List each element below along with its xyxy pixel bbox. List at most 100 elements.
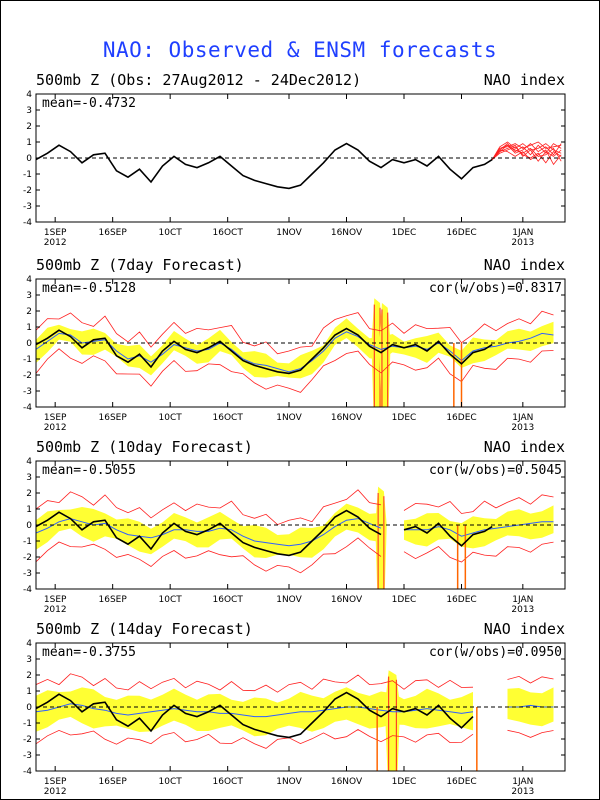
x-tick-label: 16OCT	[213, 228, 244, 238]
x-tick-label: 1DEC	[392, 777, 417, 787]
x-tick-label: 16DEC	[446, 595, 476, 605]
observed-line	[36, 327, 493, 375]
x-tick-year: 2012	[44, 238, 67, 248]
x-tick-label: 16SEP	[99, 228, 128, 238]
x-tick-year: 2012	[44, 787, 67, 797]
y-tick-label: 0	[26, 154, 32, 164]
y-tick-label: 3	[26, 655, 32, 665]
y-tick-label: 1	[26, 505, 32, 515]
ensemble-upper-envelope	[36, 489, 554, 526]
ensemble-lower-envelope	[36, 348, 554, 393]
x-tick-label: 16OCT	[213, 413, 244, 423]
y-tick-label: -2	[23, 735, 32, 745]
x-tick-label: 1NOV	[276, 228, 302, 238]
y-tick-label: -3	[23, 569, 32, 579]
ensemble-lower-envelope	[36, 729, 554, 749]
y-tick-label: 0	[26, 339, 32, 349]
x-tick-label: 1SEP	[44, 595, 67, 605]
panel-title: 500mb Z (Obs: 27Aug2012 - 24Dec2012)	[36, 71, 361, 89]
forecast-member-line	[491, 149, 562, 166]
y-tick-label: -3	[23, 751, 32, 761]
x-tick-label: 16DEC	[446, 228, 476, 238]
ensemble-upper-envelope	[36, 673, 554, 693]
y-tick-label: -2	[23, 371, 32, 381]
observed-line	[36, 142, 493, 190]
y-tick-label: -4	[23, 218, 32, 228]
y-tick-label: 2	[26, 122, 32, 132]
y-tick-label: -1	[23, 537, 32, 547]
x-tick-label: 1NOV	[276, 413, 302, 423]
ensemble-spread-band	[36, 503, 381, 558]
y-tick-label: 2	[26, 671, 32, 681]
x-tick-label: 10CT	[159, 413, 183, 423]
x-tick-label: 16NOV	[331, 595, 363, 605]
y-tick-label: -2	[23, 186, 32, 196]
x-tick-label: 1SEP	[44, 228, 67, 238]
panel-14day-forecast: 500mb Z (14day Forecast) NAO index 4 3 2 1 0 -1…	[23, 620, 566, 797]
y-tick-label: 2	[26, 489, 32, 499]
spread-spike	[375, 486, 387, 589]
y-tick-label: 3	[26, 291, 32, 301]
panel-title: 500mb Z (10day Forecast)	[36, 438, 253, 456]
mean-label: mean=-0.4732	[42, 96, 136, 111]
y-tick-label: 0	[26, 521, 32, 531]
x-tick-label: 10CT	[159, 777, 183, 787]
y-tick-label: -4	[23, 767, 32, 777]
x-tick-label: 16SEP	[99, 595, 128, 605]
y-tick-label: -1	[23, 355, 32, 365]
spread-spike	[384, 670, 401, 771]
y-tick-label: 1	[26, 323, 32, 333]
y-tick-label: 0	[26, 703, 32, 713]
x-tick-label: 16NOV	[331, 413, 363, 423]
x-tick-label: 1JAN	[512, 228, 533, 238]
forecast-member-line	[491, 144, 562, 162]
y-tick-label: 1	[26, 687, 32, 697]
x-tick-label: 1DEC	[392, 413, 417, 423]
observed-line	[36, 691, 474, 739]
mean-label: mean=-0.5128	[42, 281, 136, 296]
x-tick-label: 16NOV	[331, 228, 363, 238]
panel-observed: 500mb Z (Obs: 27Aug2012 - 24Dec2012) NAO …	[23, 71, 566, 248]
y-tick-label: -2	[23, 553, 32, 563]
y-tick-label: 4	[26, 457, 32, 467]
x-tick-year: 2012	[44, 605, 67, 615]
x-tick-label: 1NOV	[276, 777, 302, 787]
x-tick-label: 10CT	[159, 228, 183, 238]
ensemble-upper-envelope	[36, 310, 554, 355]
forecast-member-line	[491, 144, 562, 162]
correlation-label: cor(w/obs)=0.0950	[429, 645, 562, 660]
ensemble-spread-band	[36, 318, 554, 379]
x-tick-year: 2013	[511, 787, 534, 797]
x-tick-label: 1SEP	[44, 777, 67, 787]
plot-area	[36, 141, 562, 190]
panel-title: 500mb Z (7day Forecast)	[36, 256, 244, 274]
x-tick-label: 1JAN	[512, 413, 533, 423]
y-tick-label: -3	[23, 202, 32, 212]
x-tick-label: 1JAN	[512, 777, 533, 787]
x-tick-label: 16NOV	[331, 777, 363, 787]
panel-right-label: NAO index	[484, 438, 565, 456]
panel-right-label: NAO index	[484, 71, 565, 89]
y-tick-label: 2	[26, 307, 32, 317]
y-tick-label: 1	[26, 138, 32, 148]
x-tick-label: 1DEC	[392, 228, 417, 238]
y-tick-label: -4	[23, 585, 32, 595]
y-tick-label: -1	[23, 170, 32, 180]
x-tick-label: 16SEP	[99, 777, 128, 787]
x-tick-label: 16DEC	[446, 413, 476, 423]
x-tick-label: 10CT	[159, 595, 183, 605]
figure-title: NAO: Observed & ENSM forecasts	[102, 38, 498, 62]
x-tick-label: 16OCT	[213, 777, 244, 787]
x-tick-label: 1SEP	[44, 413, 67, 423]
panel-title: 500mb Z (14day Forecast)	[36, 620, 253, 638]
ensemble-lower-envelope	[36, 537, 554, 574]
x-tick-label: 16OCT	[213, 595, 244, 605]
ensemble-spread-band	[507, 687, 554, 727]
panel-10day-forecast: 500mb Z (10day Forecast) NAO index 4 3 2 1 0 -1…	[23, 438, 566, 615]
correlation-label: cor(w/obs)=0.8317	[429, 281, 562, 296]
plot-area	[36, 670, 554, 771]
panel-7day-forecast: 500mb Z (7day Forecast) NAO index 4 3 2 1 0 -1 -…	[23, 256, 566, 433]
x-tick-label: 1DEC	[392, 595, 417, 605]
x-tick-year: 2013	[511, 238, 534, 248]
